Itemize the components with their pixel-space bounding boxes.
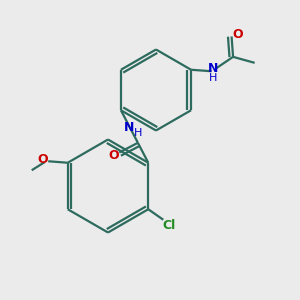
Text: O: O [233,28,244,41]
Text: N: N [124,121,135,134]
Text: O: O [108,149,119,162]
Text: N: N [208,62,218,75]
Text: H: H [134,128,142,138]
Text: Cl: Cl [163,219,176,232]
Text: O: O [38,153,48,166]
Text: H: H [209,73,217,83]
